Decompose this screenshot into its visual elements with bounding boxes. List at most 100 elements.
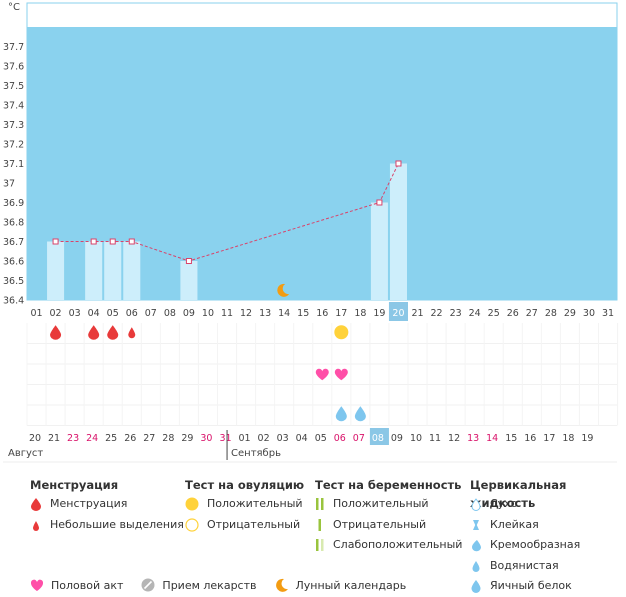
cycle-day-label: 16 — [316, 308, 328, 319]
y-tick-label: 37.6 — [3, 62, 24, 73]
legend-menstruation: Менструация Менструация Небольшие выделе… — [30, 476, 184, 535]
cycle-day-label: 25 — [488, 308, 500, 319]
legend-label-moon: Лунный календарь — [295, 578, 407, 592]
cycle-day-label: 31 — [602, 308, 614, 319]
y-tick-label: 36.7 — [3, 237, 24, 248]
moon-icon — [275, 578, 288, 592]
cycle-day-label: 22 — [431, 308, 443, 319]
small-drop-icon — [128, 327, 136, 339]
cycle-day-label: 08 — [164, 308, 176, 319]
cycle-day-label: 21 — [411, 308, 423, 319]
egg-white-drop-icon — [354, 406, 366, 422]
date-label: 12 — [448, 433, 460, 444]
legend-item-moon: Лунный календарь — [275, 578, 407, 592]
cycle-day-label: 24 — [469, 308, 481, 319]
cycle-day-label: 11 — [221, 308, 233, 319]
legend-item-pregnancy-positive: Положительный — [315, 494, 462, 515]
date-label: 24 — [86, 433, 98, 444]
drop-icon — [31, 498, 41, 512]
y-tick-label: 37.2 — [3, 140, 24, 151]
y-tick-label: 36.5 — [3, 276, 24, 287]
cycle-day-label: 27 — [526, 308, 538, 319]
y-tick-label: 37.5 — [3, 81, 24, 92]
legend-label-intercourse: Половой акт — [51, 578, 124, 592]
legend-cervical-fluid: Цервикальная жидкость Сухо Клейкая Кремо… — [470, 476, 626, 597]
date-label: 31 — [219, 433, 231, 444]
y-tick-label: 36.4 — [3, 296, 24, 307]
legend-bottom-row: Половой акт Прием лекарств Лунный календ… — [30, 578, 424, 592]
date-label: 07 — [353, 433, 365, 444]
double-stripe-icon — [316, 498, 324, 511]
legend-item-menstruation: Менструация — [30, 494, 184, 515]
legend-pregnancy-test: Тест на беременность Положительный Отриц… — [315, 476, 462, 556]
date-label: 21 — [48, 433, 60, 444]
legend-label-creamy: Кремообразная — [490, 538, 581, 552]
cycle-day-label: 04 — [88, 308, 100, 319]
date-label: 02 — [258, 433, 270, 444]
legend: Менструация Менструация Небольшие выделе… — [0, 476, 626, 595]
yellow-circle-icon — [185, 497, 199, 511]
date-label: 25 — [105, 433, 117, 444]
legend-label-medication: Прием лекарств — [162, 578, 257, 592]
cycle-day-label: 29 — [564, 308, 576, 319]
cycle-day-label: 01 — [30, 308, 42, 319]
temperature-point — [395, 160, 402, 167]
cycle-day-label: 23 — [450, 308, 462, 319]
empty-circle-icon — [185, 518, 199, 532]
legend-label-dry: Сухо — [490, 497, 518, 511]
y-tick-label: 37 — [3, 179, 15, 190]
cycle-day-label: 15 — [297, 308, 309, 319]
legend-item-creamy: Кремообразная — [470, 535, 626, 556]
legend-item-watery: Водянистая — [470, 556, 626, 577]
temperature-point — [52, 238, 59, 245]
temperature-point — [376, 199, 383, 206]
temperature-bar — [85, 241, 103, 300]
month-label: Август — [8, 448, 43, 459]
temperature-point — [109, 238, 116, 245]
legend-title-pregnancy: Тест на беременность — [315, 478, 462, 492]
hourglass-icon — [473, 519, 479, 530]
cycle-day-label: 05 — [107, 308, 119, 319]
drop-icon — [88, 325, 100, 340]
legend-label-watery: Водянистая — [490, 558, 559, 572]
weak-stripe-icon — [316, 539, 324, 552]
cycle-day-label: 09 — [183, 308, 195, 319]
cycle-day-label: 12 — [240, 308, 252, 319]
legend-label-light-discharge: Небольшие выделения — [50, 517, 184, 531]
legend-item-light-discharge: Небольшие выделения — [30, 515, 184, 536]
cycle-day-label: 26 — [507, 308, 519, 319]
date-label: 08 — [372, 433, 384, 444]
legend-item-medication: Прием лекарств — [141, 578, 257, 592]
temperature-bar — [370, 202, 388, 300]
date-label: 03 — [277, 433, 289, 444]
date-label: 09 — [391, 433, 403, 444]
legend-label-pregnancy-positive: Положительный — [333, 497, 429, 511]
date-label: 28 — [162, 433, 174, 444]
temperature-point — [90, 238, 97, 245]
temperature-bar — [123, 241, 141, 300]
small-drop-icon — [33, 520, 39, 531]
date-label: 10 — [410, 433, 422, 444]
egg-white-drop-icon — [471, 580, 481, 594]
date-label: 18 — [562, 433, 574, 444]
legend-item-ovulation-positive: Положительный — [185, 494, 304, 515]
legend-item-pregnancy-weak: Слабоположительный — [315, 535, 462, 556]
date-label: 29 — [181, 433, 193, 444]
legend-item-sticky: Клейкая — [470, 515, 626, 536]
moon-icon — [277, 283, 290, 297]
cycle-day-label: 10 — [202, 308, 214, 319]
highlighted-date — [369, 428, 389, 445]
date-label: 15 — [505, 433, 517, 444]
date-label: 16 — [524, 433, 536, 444]
bbt-chart: °C 37.7 37.6 37.5 37.4 37.3 37.2 37.1 37 36.9 36.8… — [3, 2, 619, 463]
heart-icon — [334, 368, 348, 381]
legend-label-ovulation-positive: Положительный — [207, 497, 303, 511]
y-tick-label: 37.3 — [3, 120, 24, 131]
date-label: 30 — [200, 433, 212, 444]
unit-label: °C — [8, 2, 20, 13]
legend-title-menstruation: Менструация — [30, 478, 119, 492]
cycle-day-label: 06 — [126, 308, 138, 319]
legend-item-dry: Сухо — [470, 494, 626, 515]
legend-item-pregnancy-negative: Отрицательный — [315, 515, 462, 536]
cycle-day-label: 13 — [259, 308, 271, 319]
